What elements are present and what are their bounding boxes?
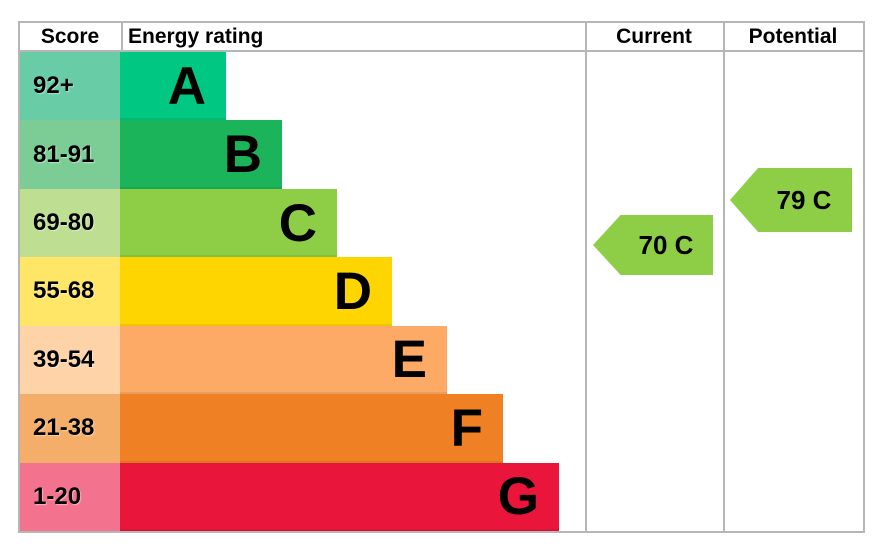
rating-bar-g: G [120, 462, 559, 531]
rating-bar-d: D [120, 257, 392, 326]
score-range-c: 69-80 [20, 188, 120, 258]
divider-current-potential [723, 23, 725, 531]
rating-bar-e: E [120, 325, 447, 395]
band-row-a: 92+ A [20, 52, 863, 121]
rating-bar-b: B [120, 120, 282, 189]
rating-table: Score Energy rating Current Potential 92… [18, 21, 865, 533]
table-header: Score Energy rating Current Potential [20, 23, 863, 52]
header-potential: Potential [748, 25, 838, 48]
score-range-b: 81-91 [20, 120, 120, 189]
potential-rating-arrow-icon: 79 C [730, 168, 852, 232]
band-row-c: 69-80 C [20, 188, 863, 258]
score-range-f: 21-38 [20, 394, 120, 463]
rating-bands: 92+ A 81-91 B 69-80 C 55-68 D 39-54 E 21… [20, 52, 863, 531]
rating-bar-a: A [120, 52, 226, 121]
band-row-g: 1-20 G [20, 462, 863, 531]
header-energy-rating: Energy rating [128, 25, 264, 48]
score-range-a: 92+ [20, 52, 120, 121]
divider-rating-current [585, 23, 587, 531]
divider-score-rating [121, 23, 123, 52]
score-range-d: 55-68 [20, 257, 120, 326]
score-range-e: 39-54 [20, 325, 120, 395]
score-range-g: 1-20 [20, 462, 120, 531]
current-rating-arrow-icon: 70 C [593, 215, 713, 275]
header-score: Score [40, 25, 100, 48]
band-row-e: 39-54 E [20, 325, 863, 395]
band-row-b: 81-91 B [20, 120, 863, 189]
rating-bar-f: F [120, 394, 503, 463]
band-row-d: 55-68 D [20, 257, 863, 326]
header-current: Current [616, 25, 692, 48]
band-row-f: 21-38 F [20, 394, 863, 463]
rating-bar-c: C [120, 188, 337, 258]
